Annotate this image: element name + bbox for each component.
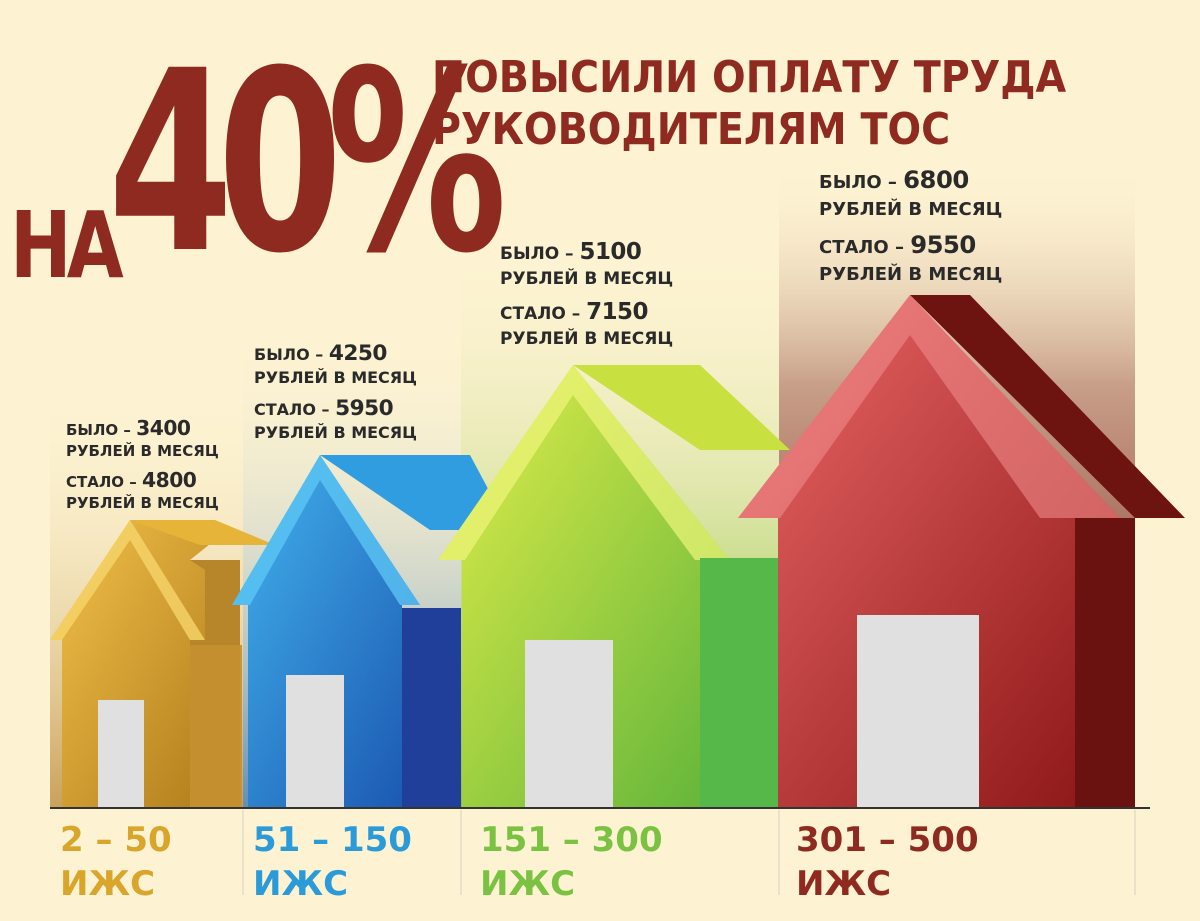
tier-4-became-value: 9550 bbox=[910, 230, 976, 259]
tier-1-became-label: СТАЛО – bbox=[66, 473, 143, 491]
house-4-icon bbox=[738, 295, 1185, 808]
tier-2-range-unit: ИЖС bbox=[253, 864, 349, 904]
headline-prefix: НА bbox=[10, 192, 124, 299]
house-3-icon bbox=[438, 365, 790, 808]
tier-1-range-unit: ИЖС bbox=[60, 864, 156, 904]
tier-1-was-label: БЫЛО – bbox=[66, 421, 137, 439]
tier-3-range: 151 – 300 ИЖС bbox=[480, 818, 663, 906]
house-1-icon bbox=[50, 520, 275, 808]
tier-4-was-unit: РУБЛЕЙ В МЕСЯЦ bbox=[819, 199, 1003, 220]
tier-3-info: БЫЛО – 5100 РУБЛЕЙ В МЕСЯЦ СТАЛО – 7150 … bbox=[500, 240, 673, 352]
tier-1-range: 2 – 50 ИЖС bbox=[60, 818, 172, 906]
tier-4-range: 301 – 500 ИЖС bbox=[796, 818, 979, 906]
tier-2-was-unit: РУБЛЕЙ В МЕСЯЦ bbox=[254, 368, 417, 387]
tier-4-became-unit: РУБЛЕЙ В МЕСЯЦ bbox=[819, 264, 1003, 285]
tier-4-became-label: СТАЛО – bbox=[819, 237, 911, 258]
headline-title: ПОВЫСИЛИ ОПЛАТУ ТРУДА РУКОВОДИТЕЛЯМ ТОС bbox=[432, 52, 1066, 156]
tier-3-range-value: 151 – 300 bbox=[480, 820, 663, 860]
tier-4-range-value: 301 – 500 bbox=[796, 820, 979, 860]
tier-2-range: 51 – 150 ИЖС bbox=[253, 818, 412, 906]
tier-2-was-value: 4250 bbox=[328, 341, 388, 366]
tier-4-was-label: БЫЛО – bbox=[819, 172, 904, 193]
tier-1-info: БЫЛО – 3400 РУБЛЕЙ В МЕСЯЦ СТАЛО – 4800 … bbox=[66, 418, 219, 514]
tier-3-was-value: 5100 bbox=[579, 239, 642, 265]
headline-title-line1: ПОВЫСИЛИ ОПЛАТУ ТРУДА bbox=[432, 52, 1067, 103]
tier-3-became-value: 7150 bbox=[586, 299, 648, 325]
tier-3-was-unit: РУБЛЕЙ В МЕСЯЦ bbox=[500, 269, 674, 289]
tier-2-became-value: 5950 bbox=[335, 396, 394, 421]
tier-2-became-unit: РУБЛЕЙ В МЕСЯЦ bbox=[254, 423, 417, 442]
tier-3-became-unit: РУБЛЕЙ В МЕСЯЦ bbox=[500, 329, 674, 349]
tier-2-range-value: 51 – 150 bbox=[253, 820, 412, 860]
tier-1-became-value: 4800 bbox=[142, 468, 197, 492]
tier-3-range-unit: ИЖС bbox=[480, 864, 576, 904]
tier-2-was-label: БЫЛО – bbox=[254, 345, 329, 364]
tier-4-was-value: 6800 bbox=[903, 165, 969, 194]
tier-2-info: БЫЛО – 4250 РУБЛЕЙ В МЕСЯЦ СТАЛО – 5950 … bbox=[254, 342, 417, 444]
tier-1-was-value: 3400 bbox=[136, 416, 191, 440]
tier-1-became-unit: РУБЛЕЙ В МЕСЯЦ bbox=[66, 494, 219, 512]
tier-2-became-label: СТАЛО – bbox=[254, 400, 336, 419]
headline-percent: 40% bbox=[108, 17, 507, 308]
house-2-icon bbox=[232, 455, 510, 808]
tier-4-info: БЫЛО – 6800 РУБЛЕЙ В МЕСЯЦ СТАЛО – 9550 … bbox=[819, 166, 1002, 288]
tier-1-range-value: 2 – 50 bbox=[60, 820, 172, 860]
headline-title-line2: РУКОВОДИТЕЛЯМ ТОС bbox=[432, 104, 951, 155]
tier-4-range-unit: ИЖС bbox=[796, 864, 892, 904]
tier-3-became-label: СТАЛО – bbox=[500, 304, 587, 324]
tier-1-was-unit: РУБЛЕЙ В МЕСЯЦ bbox=[66, 442, 219, 460]
tier-3-was-label: БЫЛО – bbox=[500, 244, 580, 264]
